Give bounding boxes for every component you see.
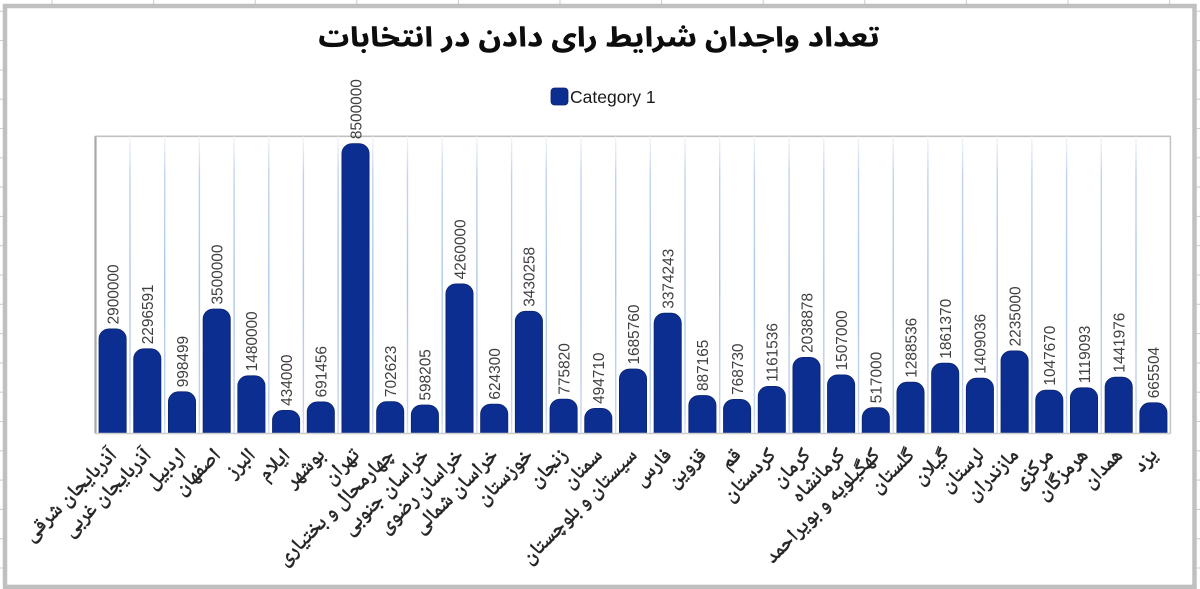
svg-text:1441976: 1441976 [1112,313,1129,373]
svg-text:1047670: 1047670 [1042,326,1059,386]
svg-text:517000: 517000 [869,352,886,403]
svg-text:3374243: 3374243 [661,249,678,309]
svg-text:665504: 665504 [1146,347,1163,399]
svg-text:1119093: 1119093 [1077,326,1094,384]
svg-text:998499: 998499 [175,336,192,387]
svg-text:624300: 624300 [487,348,504,399]
svg-text:768730: 768730 [730,344,747,395]
svg-text:494710: 494710 [591,353,608,404]
svg-text:2038878: 2038878 [799,293,816,353]
svg-text:598205: 598205 [418,349,435,400]
svg-text:1685760: 1685760 [626,305,643,365]
svg-text:2296591: 2296591 [140,284,157,344]
svg-text:1507000: 1507000 [834,310,851,370]
svg-text:775820: 775820 [556,343,573,394]
svg-text:Category 1: Category 1 [570,87,656,107]
svg-text:3500000: 3500000 [210,245,227,305]
svg-text:1409036: 1409036 [973,314,990,374]
svg-text:3430258: 3430258 [522,247,539,307]
svg-text:2235000: 2235000 [1007,286,1024,346]
svg-text:691456: 691456 [314,346,331,397]
svg-text:8500000: 8500000 [348,79,365,139]
svg-text:434000: 434000 [279,355,296,406]
svg-text:1288536: 1288536 [903,318,920,378]
svg-text:702623: 702623 [383,346,400,397]
svg-text:1161536: 1161536 [765,323,782,382]
svg-text:2900000: 2900000 [105,264,122,324]
svg-text:1861370: 1861370 [938,299,955,359]
svg-text:887165: 887165 [695,340,712,391]
svg-text:1480000: 1480000 [244,311,261,371]
svg-text:4260000: 4260000 [452,219,469,279]
